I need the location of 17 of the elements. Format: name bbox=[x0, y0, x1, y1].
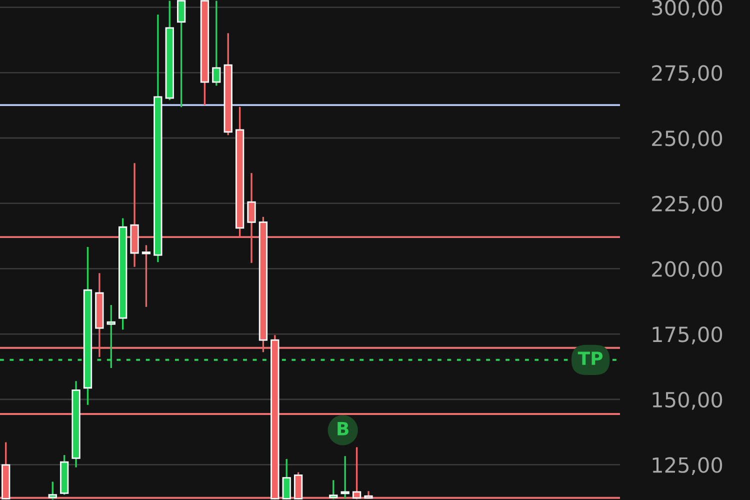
candlestick bbox=[142, 244, 151, 308]
candlestick bbox=[212, 0, 221, 87]
y-tick-label: 125,00 bbox=[652, 457, 722, 476]
annotation: B bbox=[338, 422, 348, 436]
candlestick bbox=[48, 480, 57, 500]
y-tick-label: 250,00 bbox=[652, 130, 722, 148]
y-tick-label: 275,00 bbox=[652, 65, 722, 83]
candlestick bbox=[329, 479, 338, 500]
y-tick-label: 150,00 bbox=[652, 392, 722, 410]
y-tick-label: 175,00 bbox=[652, 326, 722, 344]
y-tick-label: 225,00 bbox=[652, 196, 722, 214]
candlestick bbox=[282, 458, 291, 500]
candlestick bbox=[340, 455, 350, 500]
y-tick-label: 300,00 bbox=[652, 0, 722, 18]
candlestick bbox=[177, 0, 186, 108]
ref-line-label: TP bbox=[578, 352, 603, 365]
y-tick-label: 200,00 bbox=[652, 261, 722, 280]
